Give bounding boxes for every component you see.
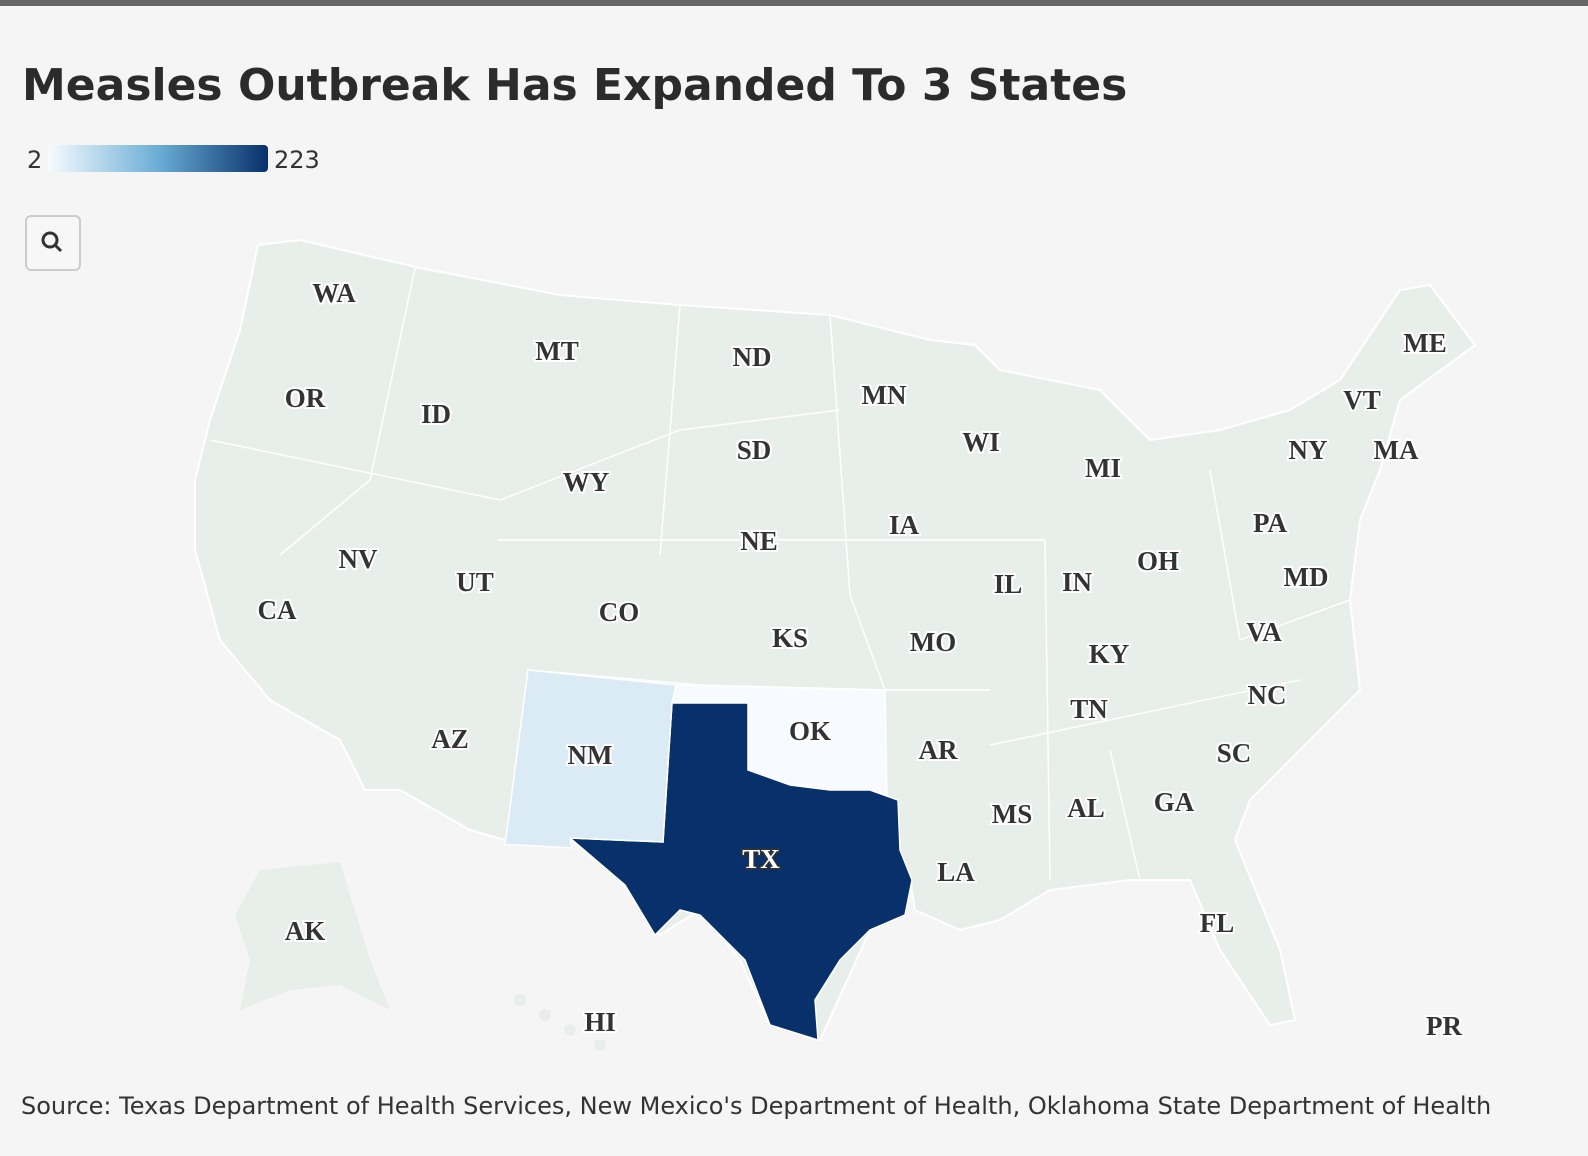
- state-label: CA: [258, 595, 297, 625]
- state-border: [1044, 539, 1051, 881]
- hawaii-island: [564, 1024, 576, 1036]
- state-label: AK: [285, 916, 326, 946]
- state-label: MA: [1374, 435, 1419, 465]
- state-label: PR: [1426, 1011, 1462, 1041]
- zoom-button[interactable]: [25, 215, 81, 271]
- search-icon-handle[interactable]: [53, 243, 63, 253]
- state-label: MI: [1085, 453, 1121, 483]
- search-icon[interactable]: [41, 231, 59, 249]
- state-label: OR: [285, 383, 326, 413]
- state-border: [829, 314, 886, 691]
- legend-max: 223: [274, 146, 320, 174]
- state-border: [1209, 469, 1351, 642]
- state-border: [209, 409, 841, 501]
- state-label: SD: [737, 435, 772, 465]
- state-shape: [504, 669, 677, 849]
- state-label: IA: [889, 510, 920, 540]
- state-label: NE: [740, 526, 778, 556]
- state-label: ID: [421, 399, 451, 429]
- top-bar: [0, 0, 1588, 6]
- state-label: SC: [1217, 738, 1252, 768]
- state-label: AZ: [431, 724, 469, 754]
- state-label: WI: [962, 427, 1000, 457]
- legend-min: 2: [27, 146, 42, 174]
- state-label: MS: [992, 799, 1033, 829]
- title: Measles Outbreak Has Expanded To 3 State…: [22, 60, 1127, 111]
- hawaii-island: [514, 994, 526, 1006]
- state-border: [989, 679, 1301, 746]
- state-label: VA: [1246, 617, 1282, 647]
- button-frame[interactable]: [25, 215, 81, 271]
- state-label: NY: [1289, 435, 1328, 465]
- state-label: WA: [312, 278, 356, 308]
- hawaii-island: [539, 1009, 551, 1021]
- state-label: IL: [994, 569, 1023, 599]
- state-label: AR: [919, 735, 958, 765]
- state-label: IN: [1062, 567, 1093, 597]
- state-label: NC: [1248, 680, 1287, 710]
- state-label: ME: [1403, 328, 1447, 358]
- colorbar: [48, 145, 268, 172]
- state-border: [659, 304, 681, 556]
- state-labels: WA OR ID MT ND SD WY NE MN WI MI IA IL IN OH PA NY VT ME MA…: [256, 276, 1465, 1043]
- state-label: VT: [1343, 385, 1381, 415]
- state-label: MO: [910, 627, 957, 657]
- state-label: MD: [1284, 562, 1329, 592]
- state-label: KY: [1089, 639, 1130, 669]
- state-label: NV: [339, 544, 378, 574]
- state-label: KS: [772, 623, 808, 653]
- state-label: TX: [742, 844, 780, 874]
- state-label: HI: [584, 1007, 616, 1037]
- state-label: ND: [733, 342, 772, 372]
- state-label: NM: [568, 740, 613, 770]
- state-border: [279, 267, 416, 556]
- state-label: CO: [599, 597, 640, 627]
- state-label: AL: [1067, 793, 1105, 823]
- alaska: [235, 862, 390, 1010]
- source: Source: Texas Department of Health Servi…: [21, 1092, 1491, 1120]
- state-label: FL: [1200, 908, 1235, 938]
- map: [194, 238, 1477, 1051]
- state-label: MN: [862, 380, 907, 410]
- state-label: UT: [456, 567, 494, 597]
- state-label: PA: [1253, 508, 1287, 538]
- state-label: OH: [1137, 546, 1179, 576]
- state-label: MT: [535, 336, 579, 366]
- state-label: WY: [563, 467, 610, 497]
- hawaii-island: [594, 1039, 606, 1051]
- state-border: [1109, 749, 1141, 881]
- state-label: OK: [789, 716, 831, 746]
- state-shape: [567, 702, 913, 1042]
- state-label: GA: [1154, 787, 1195, 817]
- state-label: LA: [937, 857, 975, 887]
- state-label: TN: [1070, 694, 1108, 724]
